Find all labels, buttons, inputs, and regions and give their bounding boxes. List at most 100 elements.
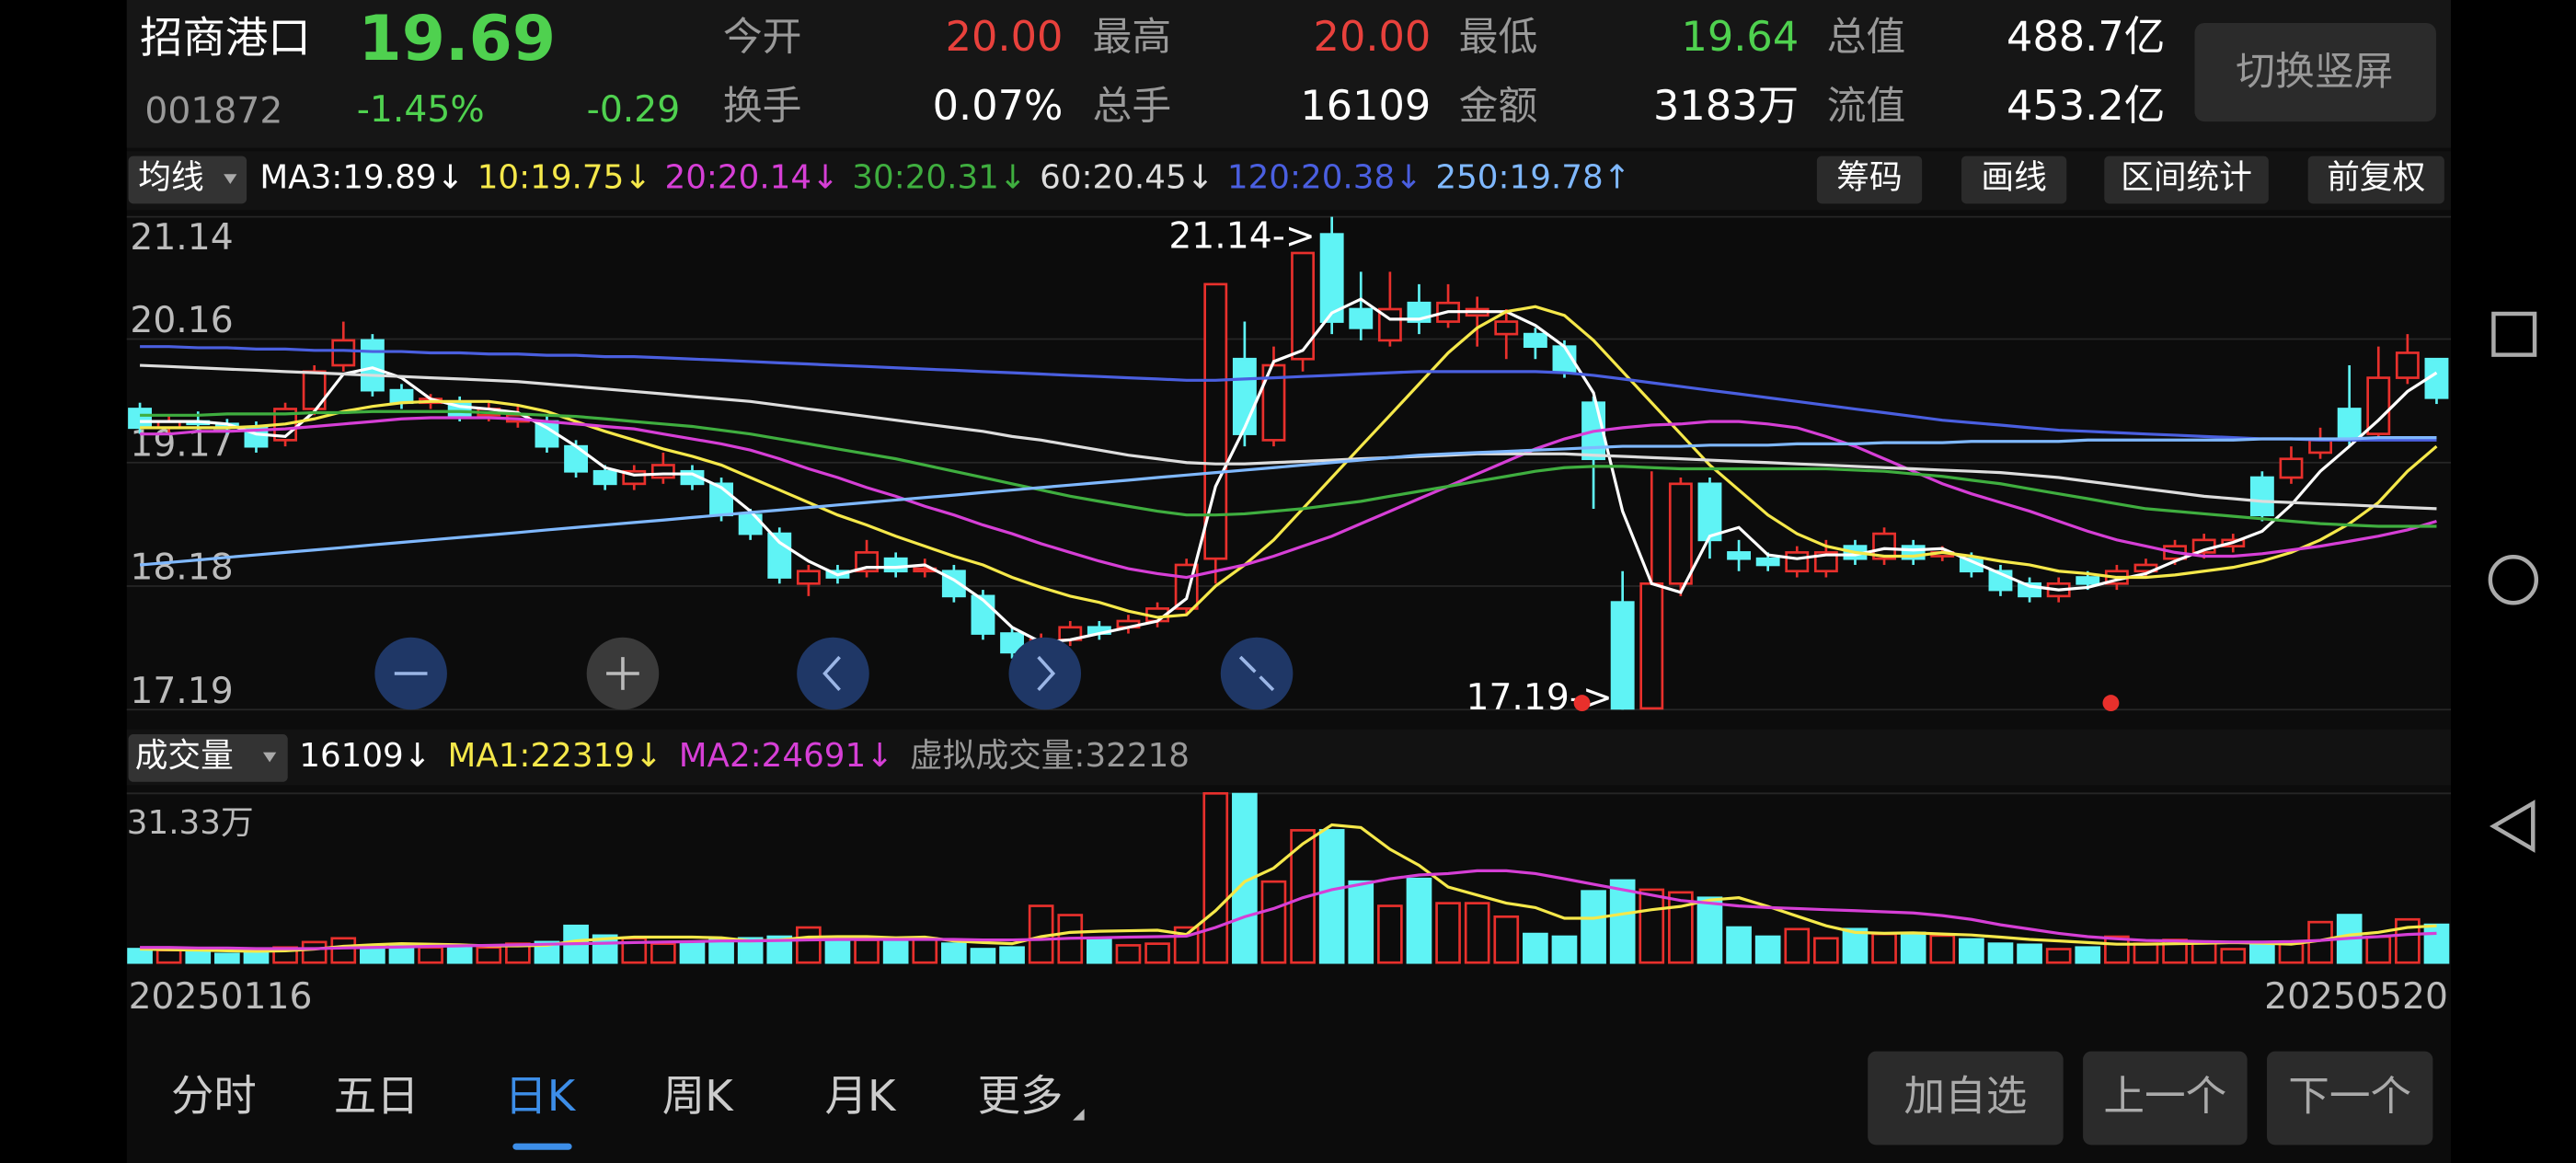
tool-button-label[interactable]: 区间统计: [2121, 159, 2252, 197]
volume-bar: [1202, 791, 1229, 964]
shrink[interactable]: [1220, 637, 1294, 710]
candle-body: [1610, 601, 1635, 710]
volume-bar: [2395, 917, 2421, 964]
candle-body: [1000, 632, 1025, 654]
volume-bar: [1842, 927, 1869, 964]
legend-entry: 120:20.38↓: [1227, 159, 1422, 197]
nav-button[interactable]: [2083, 1051, 2248, 1146]
change: -0.29: [587, 89, 681, 131]
nav-button-label[interactable]: 下一个: [2288, 1072, 2411, 1120]
volume-current: 16109↓: [299, 737, 431, 775]
home[interactable]: [2488, 554, 2539, 605]
plot: 17.19 18.18 19.17 20.16 21.14 21.14-> 17.19-> 3…: [126, 215, 2451, 1018]
candle-body: [1872, 532, 1897, 560]
volume-bar: [941, 942, 967, 964]
tool-button-label[interactable]: 筹码: [1836, 159, 1902, 197]
scroll-left[interactable]: [797, 637, 869, 710]
stat-label: 换手: [723, 83, 802, 129]
icon: [1037, 655, 1056, 692]
ma-selector[interactable]: [128, 155, 247, 204]
icon: [822, 655, 841, 692]
volume-bar: [2075, 946, 2101, 964]
nav-button-label[interactable]: 加自选: [1903, 1072, 2027, 1120]
tool-button[interactable]: [1816, 155, 1923, 204]
candle-body: [1813, 551, 1838, 573]
ma-line: [140, 416, 2437, 580]
volume-bar: [1639, 888, 1665, 964]
legend-entry: MA1:22319↓: [448, 737, 662, 775]
candle-body: [650, 464, 675, 479]
tab[interactable]: 月K: [825, 1071, 897, 1121]
candle-body: [1697, 482, 1722, 542]
tab[interactable]: 日K: [504, 1071, 576, 1121]
nav-button-label[interactable]: 上一个: [2103, 1072, 2226, 1120]
ma-buttons: 筹码 画线 区间统计 前复权: [1816, 155, 2444, 204]
legend-entry: 250:19.78↑: [1435, 159, 1630, 197]
stat-value: 0.07%: [933, 82, 1064, 130]
candle-body: [1291, 251, 1316, 361]
candle-body: [2366, 376, 2391, 435]
tool-button-label[interactable]: 前复权: [2327, 159, 2425, 197]
volume-bar: [1290, 829, 1316, 964]
ma-selector-label[interactable]: 均线: [138, 159, 203, 197]
ma-legend: MA3:19.89↓ 10:19.75↓ 20:20.14↓ 30:20.31↓ 60:…: [259, 159, 1630, 197]
recent-apps[interactable]: [2491, 311, 2537, 357]
tool-button[interactable]: [1961, 155, 2067, 204]
scroll-right[interactable]: [1008, 637, 1082, 710]
tab[interactable]: 五日: [334, 1071, 420, 1121]
ma-line: [140, 363, 2437, 511]
tab[interactable]: 更多: [978, 1071, 1064, 1121]
low-annotation: 17.19->: [1466, 677, 1612, 719]
candle-body: [1668, 482, 1693, 585]
nav-button[interactable]: [1868, 1051, 2064, 1146]
tab[interactable]: 周K: [662, 1071, 734, 1121]
volume-bar: [1609, 879, 1636, 964]
nav-button[interactable]: [2267, 1051, 2433, 1146]
candle-body: [796, 570, 821, 585]
ma-line: [140, 305, 2438, 619]
volume-bar: [476, 946, 502, 964]
candle-body: [360, 339, 385, 392]
change-pct: -1.45%: [357, 89, 485, 131]
icon: [1259, 675, 1275, 692]
stat-label: 最低: [1459, 14, 1538, 60]
volume-bar: [2423, 923, 2450, 964]
volume-bar: [1115, 944, 1142, 964]
volume-bar: [1493, 915, 1520, 964]
volume-selector[interactable]: [128, 734, 288, 782]
candle-body: [2249, 476, 2274, 517]
volume-bar: [1232, 792, 1258, 964]
volume-bar: [882, 940, 909, 964]
candle-body: [592, 469, 617, 486]
back[interactable]: [2489, 800, 2536, 853]
volume-bar: [1144, 942, 1170, 964]
stat-label: 最高: [1093, 14, 1172, 60]
volume-bar: [388, 944, 415, 964]
volume-bar: [1348, 880, 1374, 964]
volume-bar: [650, 942, 676, 964]
volume-selector-label[interactable]: 成交量: [135, 737, 234, 775]
tool-button-label[interactable]: 画线: [1981, 159, 2046, 197]
tab[interactable]: 分时: [171, 1071, 257, 1121]
candle-body: [1727, 551, 1752, 560]
switch-button[interactable]: [2194, 22, 2436, 122]
high-annotation: 21.14->: [1168, 215, 1315, 257]
tool-button[interactable]: [2104, 155, 2269, 204]
candle-body: [1494, 320, 1519, 336]
volume-bar: [796, 926, 822, 964]
volume-bar: [679, 940, 706, 964]
candle-body: [1261, 363, 1286, 442]
candle-body: [2337, 408, 2362, 442]
volume-bar: [2017, 943, 2042, 964]
tab-underline: [512, 1143, 572, 1150]
y-tick-label: 17.19: [130, 671, 233, 712]
switch-button-label[interactable]: 切换竖屏: [2236, 49, 2393, 95]
x-tick-label: 20250116: [129, 976, 313, 1018]
dropdown-arrow: [224, 174, 237, 184]
ma-line: [140, 409, 2437, 528]
legend-entry: 10:19.75↓: [477, 159, 652, 197]
volume-bar: [185, 950, 212, 964]
tool-button[interactable]: [2307, 155, 2444, 204]
